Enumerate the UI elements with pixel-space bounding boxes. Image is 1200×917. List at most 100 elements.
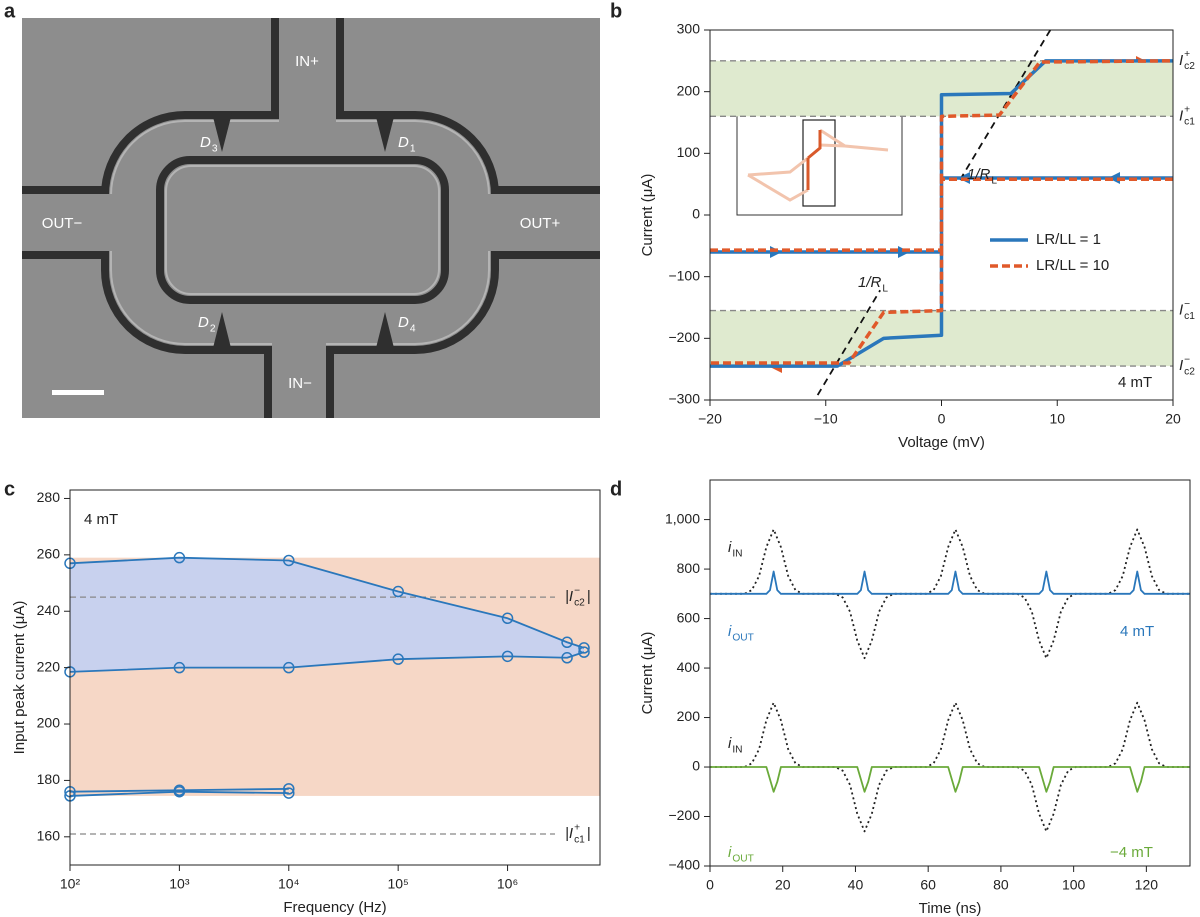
x-tick-label: 10² [60, 876, 81, 892]
label-sub: c2 [1184, 61, 1195, 72]
label-text: D [198, 314, 209, 331]
label-text: D [200, 134, 211, 151]
fill-region [70, 557, 585, 672]
y-axis-label: Current (μA) [639, 174, 656, 257]
y-tick-label: −300 [668, 391, 700, 407]
x-tick-label: 10⁵ [387, 876, 408, 892]
label-text: 4 mT [1120, 623, 1154, 640]
label-sub: OUT [732, 853, 754, 864]
lead-gap [272, 335, 326, 365]
label-sub: IN [732, 548, 742, 559]
x-tick-label: 10⁴ [278, 876, 300, 892]
label-sub: c1 [574, 834, 585, 845]
notches [212, 113, 395, 352]
label-sup: − [574, 586, 580, 597]
x-tick-label: 100 [1062, 877, 1086, 893]
notch [375, 312, 395, 352]
y-tick-label: 180 [37, 771, 61, 787]
label-text: D [398, 314, 409, 331]
island-trench [156, 156, 449, 304]
series-line [69, 556, 585, 649]
data-point [283, 661, 295, 674]
y-tick-label: 800 [677, 560, 701, 576]
x-axis-label: Frequency (Hz) [283, 899, 386, 916]
label-text: D [398, 134, 409, 151]
y-tick-label: −200 [668, 329, 700, 345]
label-text: 1/R [858, 274, 882, 291]
label-text: i [728, 735, 732, 752]
legend-label: LR/LL = 1 [1036, 231, 1101, 248]
label-sub: c1 [1184, 117, 1195, 128]
x-tick-label: 0 [706, 877, 714, 893]
series-line [710, 701, 1190, 833]
y-axis-label: Input peak current (μA) [11, 601, 28, 755]
x-tick-label: 40 [848, 877, 864, 893]
series-line [69, 787, 289, 793]
port-label: IN− [288, 375, 312, 392]
data-point [392, 585, 404, 598]
y-tick-label: 0 [692, 206, 700, 222]
x-tick-label: 10⁶ [497, 876, 518, 892]
data-point [283, 787, 295, 799]
series-line [69, 651, 585, 673]
chart-c: c 10² 10³ 10⁴ 10⁵ 10⁶ 160 180 200 220 240 260 280 Fre… [4, 478, 601, 916]
y-tick-label: 260 [37, 546, 61, 562]
label-text: | [587, 588, 591, 605]
label-text: |I [565, 588, 573, 605]
panel-label: c [4, 478, 15, 500]
y-tick-label: 200 [677, 82, 701, 98]
series-line [710, 766, 1190, 793]
slope-line [816, 289, 881, 396]
data-point [173, 785, 186, 798]
label-sub: 3 [212, 143, 218, 154]
y-tick-label: 220 [37, 658, 61, 674]
label-text: 4 mT [84, 511, 118, 528]
data-point [173, 661, 186, 674]
legend-label: LR/LL = 10 [1036, 257, 1109, 274]
x-axis-label: Time (ns) [919, 900, 982, 917]
label-sub: L [991, 175, 997, 186]
y-tick-label: −100 [668, 267, 700, 283]
notch [375, 113, 395, 152]
data-point [561, 652, 573, 664]
inset-curve [806, 130, 822, 190]
label-sub: c2 [574, 598, 585, 609]
x-tick-label: −20 [698, 411, 722, 427]
inset-frame [736, 111, 903, 216]
inset-curve [747, 128, 889, 202]
label-text: I [1179, 357, 1183, 374]
label-sub: c1 [1184, 311, 1195, 322]
x-tick-label: 60 [920, 877, 936, 893]
inset [736, 111, 903, 216]
y-tick-label: 200 [677, 708, 701, 724]
label-text: 4 mT [1118, 374, 1152, 391]
label-sub: OUT [732, 632, 754, 643]
label-text: i [728, 539, 732, 556]
label-text: I [1179, 107, 1183, 124]
x-tick-label: −10 [814, 411, 838, 427]
port-label: OUT+ [520, 215, 561, 232]
y-tick-label: 1,000 [665, 510, 700, 526]
chart-b: b−20 −10 0 10 20−300−200−1000100200300Voltag… [610, 0, 1181, 451]
series-line [710, 528, 1190, 660]
lead-gap [480, 194, 510, 251]
label-text: I [1179, 302, 1183, 319]
label-text: i [728, 844, 732, 861]
x-tick-label: 120 [1135, 877, 1159, 893]
trench-edge [165, 165, 440, 295]
y-tick-label: 100 [677, 144, 701, 160]
x-tick-label: 0 [938, 411, 946, 427]
x-axis-label: Voltage (mV) [898, 434, 985, 451]
label-sup: + [1184, 49, 1190, 60]
scale-bar [52, 390, 104, 395]
label-text: | [587, 825, 591, 842]
label-text: −4 mT [1110, 844, 1153, 861]
x-tick-label: 20 [1165, 411, 1181, 427]
sem-image: IN+ OUT− OUT+ IN− [22, 18, 600, 418]
data-point [392, 653, 404, 665]
port-label: OUT− [42, 215, 83, 232]
label-sup: + [1184, 105, 1190, 116]
port-label: IN+ [295, 53, 319, 70]
label-text: |I [565, 825, 573, 842]
y-tick-label: 240 [37, 602, 61, 618]
